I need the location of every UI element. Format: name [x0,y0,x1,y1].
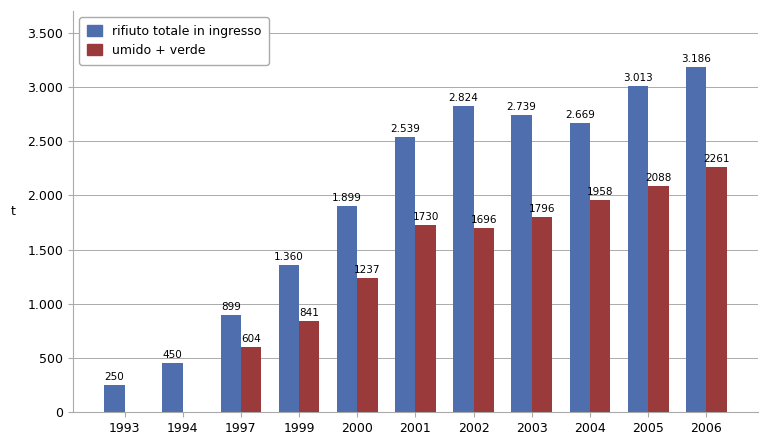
Bar [337,206,358,412]
Text: 1730: 1730 [412,211,439,222]
Bar [570,123,590,412]
Text: 250: 250 [105,372,125,382]
Text: 1.899: 1.899 [332,193,362,203]
Bar [358,278,378,412]
Bar [511,115,532,412]
Legend: rifiuto totale in ingresso, umido + verde: rifiuto totale in ingresso, umido + verd… [79,17,268,65]
Bar [162,363,183,412]
Bar [453,106,474,412]
Bar [707,167,727,412]
Text: 604: 604 [241,334,261,344]
Bar [686,67,707,412]
Text: 450: 450 [163,351,182,360]
Bar [628,86,648,412]
Bar [104,385,125,412]
Text: 3.186: 3.186 [681,54,711,64]
Text: 1.360: 1.360 [274,252,304,262]
Bar [590,200,611,412]
Y-axis label: t: t [11,205,16,218]
Text: 2.669: 2.669 [565,110,594,120]
Text: 2.739: 2.739 [507,102,537,112]
Text: 899: 899 [221,301,241,312]
Text: 3.013: 3.013 [623,73,653,83]
Text: 1237: 1237 [355,265,381,275]
Text: 2088: 2088 [645,173,671,183]
Bar [221,315,241,412]
Text: 841: 841 [299,308,319,318]
Bar [532,218,552,412]
Bar [299,321,319,412]
Text: 1958: 1958 [587,187,614,197]
Bar [415,225,436,412]
Bar [278,265,299,412]
Bar [648,186,668,412]
Text: 2.539: 2.539 [391,124,420,134]
Bar [395,137,415,412]
Bar [241,347,261,412]
Text: 1696: 1696 [471,215,497,225]
Text: 2.824: 2.824 [448,93,478,103]
Text: 2261: 2261 [704,154,730,164]
Text: 1796: 1796 [529,204,555,215]
Bar [474,228,494,412]
